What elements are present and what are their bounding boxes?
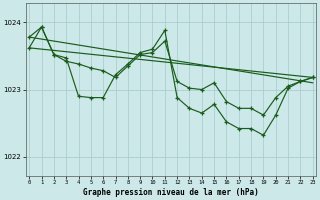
- X-axis label: Graphe pression niveau de la mer (hPa): Graphe pression niveau de la mer (hPa): [83, 188, 259, 197]
